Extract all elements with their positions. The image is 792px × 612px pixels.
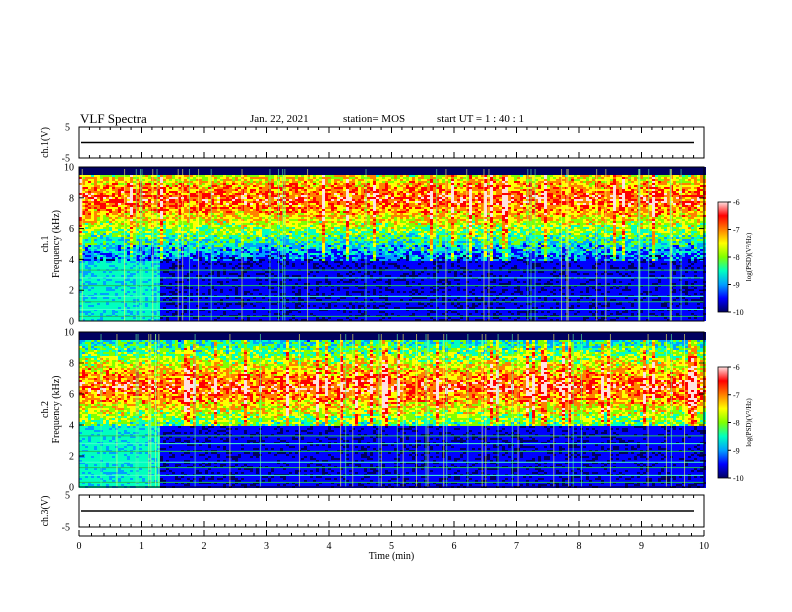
x-tick-label-1: 1 bbox=[139, 541, 144, 552]
spectrogram-ch2-ylabel: Frequency (kHz) bbox=[51, 375, 62, 443]
spectrogram-ch2-ytick-label-5: 10 bbox=[64, 328, 74, 339]
spectrogram-ch1-ytick-label-0: 0 bbox=[69, 317, 74, 328]
spectrogram-ch2-colorbar-title: log(PSD)(V²/Hz) bbox=[745, 398, 753, 447]
spectrogram-ch1-ytick-label-4: 8 bbox=[69, 193, 74, 204]
spectrogram-ch2-ylabel-channel: ch.2 bbox=[40, 401, 51, 418]
x-tick-label-10: 10 bbox=[699, 541, 709, 552]
spectrogram-ch1-ylabel-channel: ch.1 bbox=[40, 236, 51, 253]
spectrogram-ch1-colorbar bbox=[718, 202, 728, 312]
spectrogram-ch2-image bbox=[79, 332, 706, 488]
spectrogram-ch1-colorbar-label-0: -6 bbox=[733, 198, 740, 207]
waveform-ch1-ylabel: ch.1(V) bbox=[40, 127, 51, 158]
spectrogram-ch1-colorbar-label-3: -9 bbox=[733, 281, 740, 290]
spectrogram-ch2-colorbar bbox=[718, 367, 728, 478]
x-tick-label-4: 4 bbox=[327, 541, 332, 552]
spectrogram-ch2-colorbar-label-4: -10 bbox=[733, 474, 744, 483]
waveform-ch3-ytick-label-1: -5 bbox=[62, 523, 70, 534]
spectrogram-ch2-colorbar-label-1: -7 bbox=[733, 391, 740, 400]
spectrogram-ch1-ylabel: Frequency (kHz) bbox=[51, 210, 62, 278]
spectrogram-ch1-image bbox=[79, 167, 706, 321]
spectrogram-ch1-ytick-label-3: 6 bbox=[69, 224, 74, 235]
spectrogram-ch1-colorbar-label-2: -8 bbox=[733, 253, 740, 262]
x-axis-label: Time (min) bbox=[369, 551, 414, 562]
spectrogram-ch1-ytick-label-5: 10 bbox=[64, 163, 74, 174]
spectrogram-ch1-colorbar-label-1: -7 bbox=[733, 226, 740, 235]
spectrogram-ch2-ytick-label-1: 2 bbox=[69, 452, 74, 463]
spectrogram-ch2-colorbar-label-0: -6 bbox=[733, 363, 740, 372]
x-tick-label-0: 0 bbox=[77, 541, 82, 552]
spectrogram-ch2-colorbar-label-2: -8 bbox=[733, 419, 740, 428]
spectrogram-ch1-ytick-label-2: 4 bbox=[69, 255, 74, 266]
spectrogram-ch1-colorbar-label-4: -10 bbox=[733, 308, 744, 317]
spectrogram-ch2-colorbar-label-3: -9 bbox=[733, 446, 740, 455]
waveform-ch3-ytick-label-0: 5 bbox=[65, 491, 70, 502]
spectrogram-ch1-ytick-label-1: 2 bbox=[69, 286, 74, 297]
spectrogram-ch2-ytick-label-3: 6 bbox=[69, 390, 74, 401]
x-tick-label-6: 6 bbox=[452, 541, 457, 552]
spectrogram-ch2-ytick-label-4: 8 bbox=[69, 359, 74, 370]
x-tick-label-7: 7 bbox=[514, 541, 519, 552]
x-tick-label-2: 2 bbox=[202, 541, 207, 552]
x-tick-label-8: 8 bbox=[577, 541, 582, 552]
spectrogram-ch1-colorbar-title: log(PSD)(V²/Hz) bbox=[745, 232, 753, 281]
waveform-ch1-ytick-label-0: 5 bbox=[65, 123, 70, 134]
x-tick-label-9: 9 bbox=[639, 541, 644, 552]
x-tick-label-3: 3 bbox=[264, 541, 269, 552]
waveform-ch3-ylabel: ch.3(V) bbox=[40, 496, 51, 527]
spectrogram-ch2-ytick-label-2: 4 bbox=[69, 421, 74, 432]
